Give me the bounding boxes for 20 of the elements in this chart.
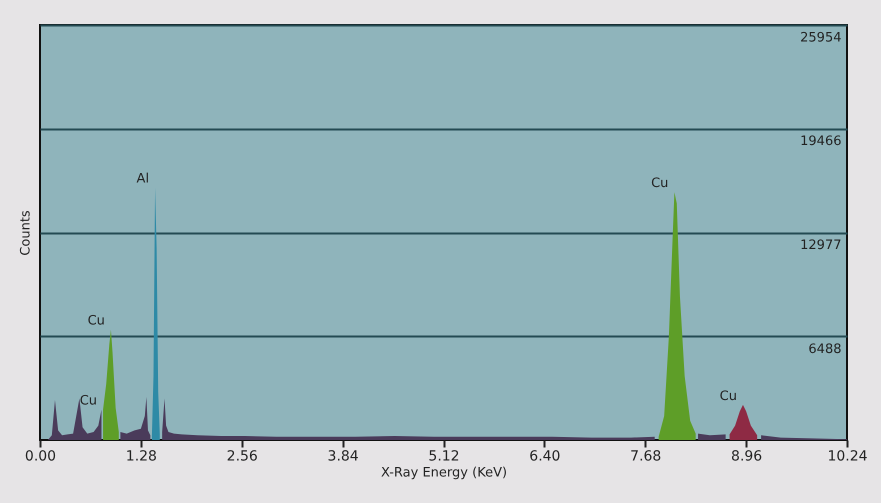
x-tick-label: 3.84: [328, 448, 359, 464]
x-tick-label: 10.24: [827, 448, 868, 464]
y-tick-label: 19466: [800, 134, 842, 150]
x-tick-label: 7.68: [630, 448, 662, 464]
annotation: Cu: [80, 394, 98, 409]
x-axis-title: X-Ray Energy (KeV): [380, 466, 508, 480]
annotation: Cu: [88, 314, 105, 329]
x-tick-label: 5.12: [428, 448, 460, 464]
y-tick-label: 6488: [808, 342, 842, 357]
x-tick-label: 0.00: [24, 448, 56, 464]
x-tick-label: 6.40: [529, 448, 560, 464]
annotation: Al: [136, 171, 150, 186]
annotation: Cu: [720, 388, 737, 404]
x-tick-label: 1.28: [126, 448, 157, 464]
annotation: Cu: [651, 176, 668, 192]
y-axis-title: Counts: [18, 210, 34, 256]
y-tick-label: 12977: [800, 238, 842, 253]
x-tick-label: 2.56: [226, 448, 258, 464]
x-tick-label: 8.96: [731, 448, 762, 464]
y-tick-label: 25954: [800, 30, 842, 46]
